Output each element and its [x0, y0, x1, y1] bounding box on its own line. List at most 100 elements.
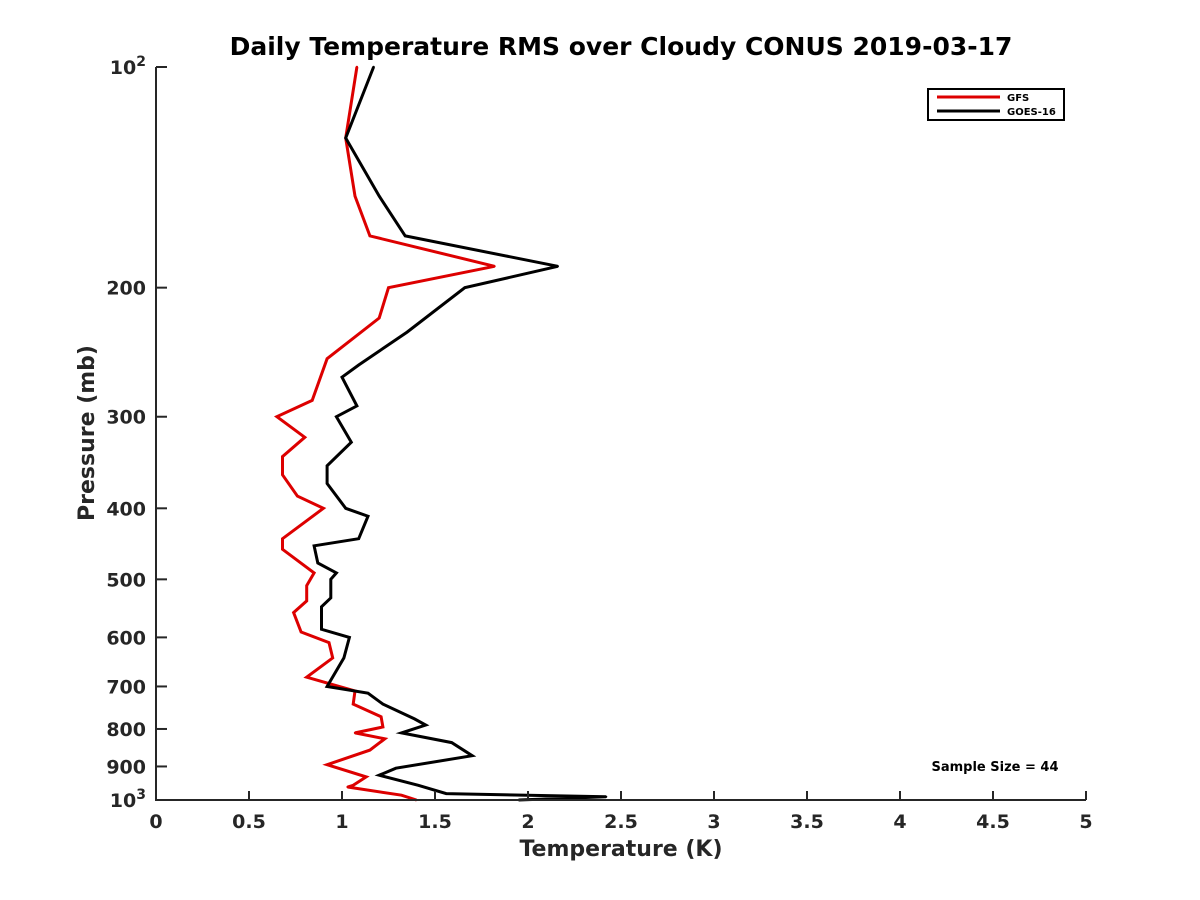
data-point-goes-16 — [417, 784, 420, 787]
data-point-goes-16 — [344, 136, 347, 140]
data-point-goes-16 — [413, 717, 416, 721]
data-point-goes-16 — [348, 636, 351, 639]
data-point-goes-16 — [335, 415, 338, 418]
data-point-goes-16 — [366, 692, 370, 695]
data-point-gfs — [275, 415, 279, 418]
data-point-gfs — [305, 584, 308, 587]
sample-size-annotation: Sample Size = 44 — [931, 760, 1058, 775]
y-tick-label: 103 — [110, 787, 146, 812]
y-tick-label: 300 — [106, 407, 146, 429]
data-point-goes-16 — [366, 515, 370, 518]
legend: GFS GOES-16 — [927, 88, 1065, 121]
series-line-gfs — [273, 66, 495, 802]
data-point-goes-16 — [471, 754, 474, 757]
data-point-goes-16 — [329, 578, 332, 581]
x-ticks: 0 0.5 1 1.5 2 2.5 3 3.5 4 4.5 5 — [149, 791, 1093, 833]
data-point-goes-16 — [340, 376, 344, 379]
y-tick-label: 900 — [106, 756, 146, 778]
legend-box — [927, 88, 1065, 121]
data-point-goes-16 — [355, 404, 359, 408]
y-tick-label: 700 — [106, 676, 146, 698]
y-tick-base: 10 — [110, 57, 136, 79]
data-point-goes-16 — [450, 741, 453, 744]
data-point-gfs — [365, 775, 368, 779]
data-point-goes-16 — [329, 596, 332, 600]
data-point-goes-16 — [404, 234, 407, 238]
y-tick-exponent: 2 — [136, 54, 146, 70]
data-point-gfs — [378, 316, 381, 320]
legend-label-gfs: GFS — [1007, 93, 1029, 104]
x-tick-label: 4.5 — [976, 811, 1010, 833]
data-point-gfs — [493, 265, 496, 268]
data-point-gfs — [296, 494, 299, 498]
data-point-gfs — [352, 784, 355, 787]
data-point-goes-16 — [463, 286, 466, 289]
x-axis-label: Temperature (K) — [519, 837, 722, 862]
data-point-goes-16 — [372, 65, 375, 69]
x-tick-label: 2.5 — [604, 811, 638, 833]
y-tick-label: 102 — [110, 54, 146, 79]
legend-label-goes-16: GOES-16 — [1007, 107, 1056, 118]
data-point-gfs — [353, 731, 357, 735]
data-point-gfs — [281, 455, 284, 458]
data-point-goes-16 — [445, 792, 448, 795]
y-tick-label: 800 — [106, 719, 146, 741]
data-point-gfs — [346, 785, 349, 789]
x-tick-label: 4 — [893, 811, 906, 833]
y-axis-label: Pressure (mb) — [75, 345, 100, 521]
data-point-gfs — [322, 507, 325, 510]
x-tick-label: 3.5 — [790, 811, 824, 833]
series-line-goes-16 — [312, 66, 607, 802]
data-point-goes-16 — [342, 656, 346, 660]
y-tick-label: 400 — [106, 498, 146, 520]
data-point-gfs — [299, 630, 303, 634]
series-layer — [273, 65, 608, 802]
data-point-gfs — [281, 548, 284, 551]
data-point-gfs — [325, 357, 329, 360]
data-point-goes-16 — [556, 265, 559, 268]
chart-title: Daily Temperature RMS over Cloudy CONUS … — [230, 32, 1013, 61]
data-point-goes-16 — [400, 731, 403, 735]
x-tick-label: 3 — [707, 811, 720, 833]
data-point-gfs — [353, 194, 357, 198]
data-point-gfs — [281, 473, 284, 476]
data-point-goes-16 — [325, 482, 329, 485]
data-point-goes-16 — [344, 507, 347, 510]
data-point-goes-16 — [604, 795, 608, 798]
data-point-gfs — [383, 737, 386, 740]
data-point-goes-16 — [335, 571, 338, 575]
data-point-goes-16 — [405, 330, 409, 334]
y-tick-label: 600 — [106, 627, 146, 649]
x-tick-label: 2 — [521, 811, 534, 833]
data-point-gfs — [368, 234, 372, 238]
data-point-goes-16 — [357, 363, 360, 367]
data-point-goes-16 — [378, 194, 381, 198]
data-point-goes-16 — [424, 723, 427, 727]
data-point-goes-16 — [394, 767, 398, 770]
data-point-gfs — [305, 599, 308, 603]
data-point-gfs — [400, 794, 403, 797]
data-point-goes-16 — [312, 544, 316, 547]
data-point-goes-16 — [320, 605, 323, 608]
y-tick-exponent: 3 — [136, 787, 146, 803]
data-point-gfs — [379, 715, 383, 718]
data-point-goes-16 — [381, 702, 385, 706]
data-point-gfs — [312, 571, 316, 575]
x-tick-label: 0 — [149, 811, 162, 833]
data-point-goes-16 — [378, 774, 381, 777]
data-point-gfs — [305, 676, 308, 679]
data-point-goes-16 — [357, 537, 360, 540]
data-point-gfs — [311, 399, 314, 402]
y-tick-label: 500 — [106, 569, 146, 591]
data-point-goes-16 — [350, 441, 353, 444]
data-point-gfs — [325, 763, 329, 766]
y-tick-base: 10 — [110, 790, 136, 812]
data-point-goes-16 — [325, 464, 329, 467]
data-point-gfs — [381, 725, 385, 729]
x-tick-label: 0.5 — [232, 811, 266, 833]
data-point-gfs — [281, 537, 284, 540]
data-point-gfs — [355, 65, 359, 69]
